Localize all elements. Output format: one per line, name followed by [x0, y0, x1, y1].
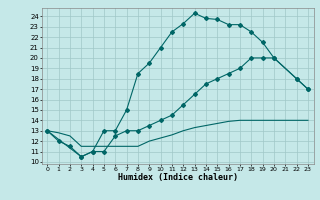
X-axis label: Humidex (Indice chaleur): Humidex (Indice chaleur) [118, 173, 237, 182]
